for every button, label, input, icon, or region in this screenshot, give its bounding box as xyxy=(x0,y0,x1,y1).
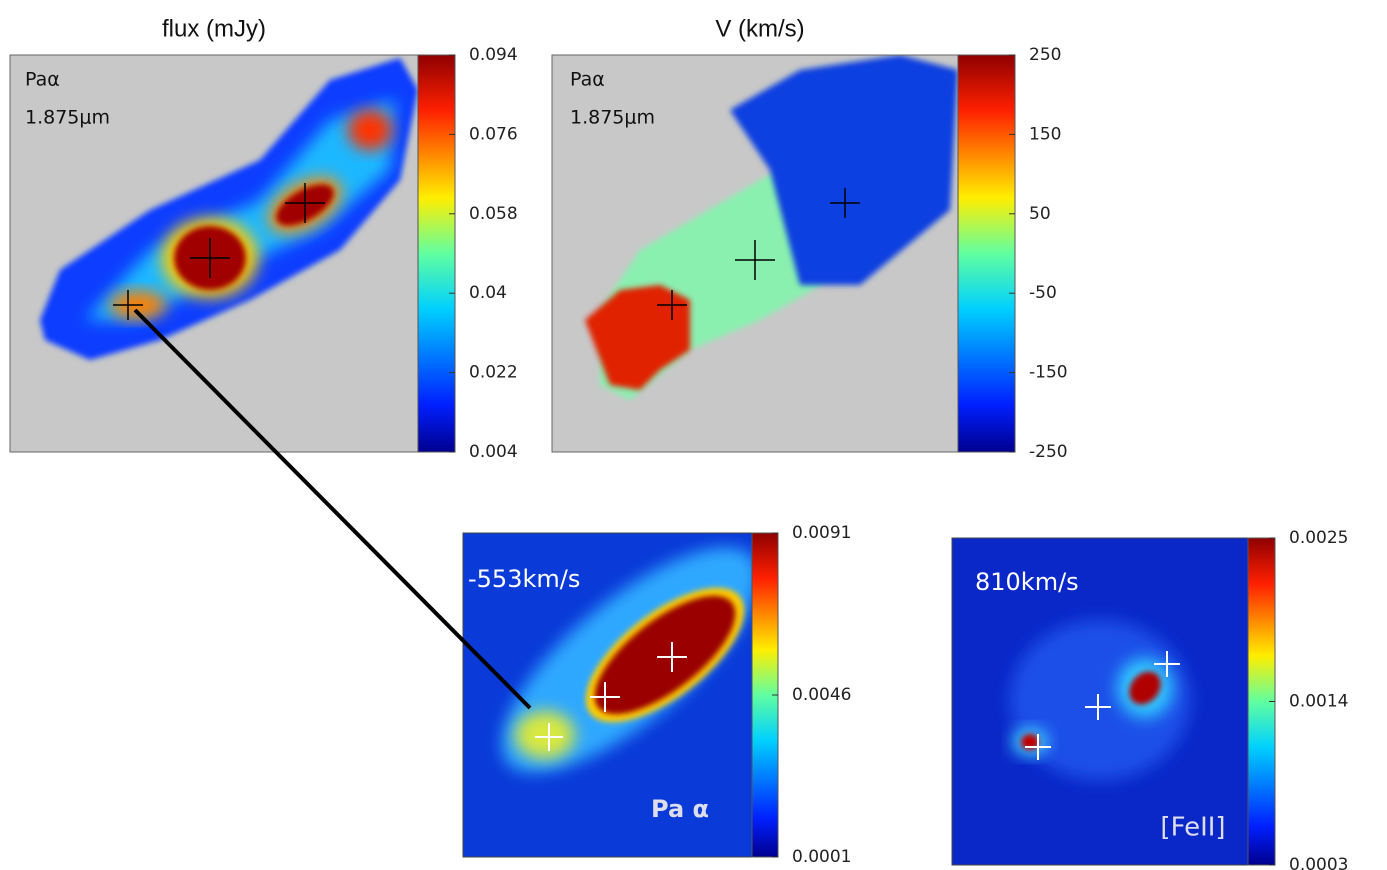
colorbar-tick-label: 0.022 xyxy=(469,363,518,383)
colorbar-tick-label: -150 xyxy=(1029,363,1068,383)
colorbar-tick-label: -50 xyxy=(1029,283,1057,303)
pa-alpha-map xyxy=(463,511,791,857)
colorbar xyxy=(958,55,1015,452)
panel-label: -553km/s xyxy=(468,565,580,593)
panel-sublabel: [FeII] xyxy=(1160,813,1225,843)
colorbar-tick-label: 0.004 xyxy=(469,442,518,462)
panel-sublabel: 1.875μm xyxy=(25,107,110,129)
panel-label: Paα xyxy=(570,69,605,91)
colorbar-tick-label: 250 xyxy=(1029,45,1061,65)
panel-sublabel: Pa α xyxy=(651,795,709,823)
colorbar-tick-label: 50 xyxy=(1029,204,1051,224)
colorbar-tick-label: 0.04 xyxy=(469,283,507,303)
panel-title: flux (mJy) xyxy=(162,15,266,42)
colorbar-tick-label: 0.094 xyxy=(469,45,518,65)
colorbar-tick-label: 0.0001 xyxy=(792,847,851,867)
colorbar-tick-label: 0.0025 xyxy=(1289,528,1348,548)
colorbar-tick-label: 0.076 xyxy=(469,124,518,144)
colorbar-tick-label: -250 xyxy=(1029,442,1068,462)
colorbar-tick-label: 0.0046 xyxy=(792,685,851,705)
colorbar-tick-label: 0.0003 xyxy=(1289,855,1348,870)
colorbar-tick-label: 0.0014 xyxy=(1289,692,1348,712)
panel-label: 810km/s xyxy=(975,568,1079,596)
colorbar-tick-label: 0.058 xyxy=(469,204,518,224)
panel-sublabel: 1.875μm xyxy=(570,107,655,129)
panel-title: V (km/s) xyxy=(715,15,804,42)
colorbar-tick-label: 0.0091 xyxy=(792,523,851,543)
colorbar-tick-label: 150 xyxy=(1029,124,1061,144)
panel-label: Paα xyxy=(25,69,60,91)
figure: flux (mJy) Paα 1.875μm 0.004 0.022 0.04 0.058 0… xyxy=(0,0,1387,870)
colorbar xyxy=(418,55,455,452)
